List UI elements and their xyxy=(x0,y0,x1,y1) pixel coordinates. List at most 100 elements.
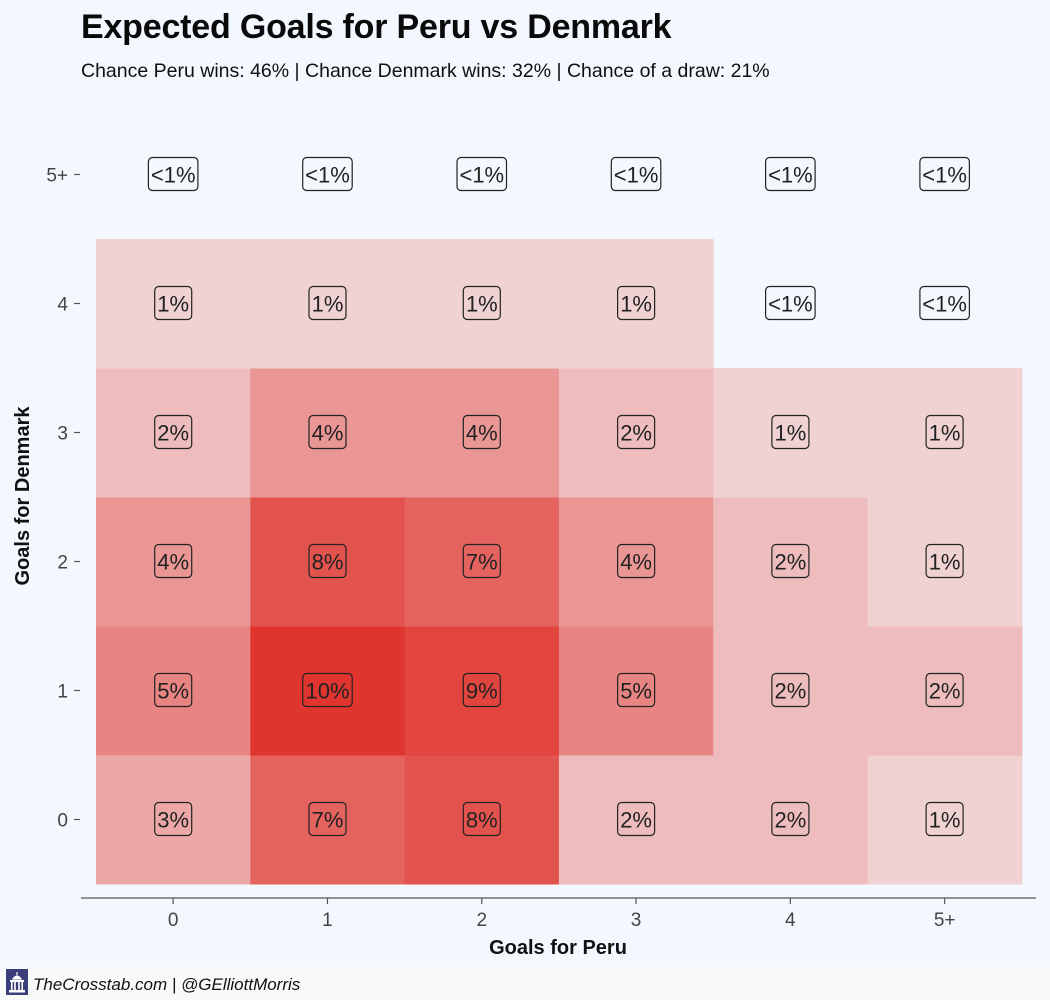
cell-label-text: 2% xyxy=(775,550,807,575)
cell-label-text: 1% xyxy=(775,421,807,446)
cell-label: 1% xyxy=(771,414,810,450)
heatmap-cell xyxy=(250,755,406,885)
y-tick-label: 0 xyxy=(57,811,68,832)
cell-label: 4% xyxy=(154,543,193,579)
heatmap-cell xyxy=(558,626,714,756)
heatmap-cell xyxy=(558,497,714,627)
cell-label-text: 9% xyxy=(466,679,498,704)
cell-label-text: 1% xyxy=(929,421,961,446)
cell-label-box xyxy=(925,414,964,450)
cell-label-text: 3% xyxy=(157,808,189,833)
cell-label-text: 1% xyxy=(929,808,961,833)
cell-label-text: 2% xyxy=(620,808,652,833)
cell-label-box xyxy=(616,414,656,450)
cell-label-text: 10% xyxy=(305,679,349,704)
x-tick-label: 0 xyxy=(168,910,179,931)
cell-label: 2% xyxy=(154,414,193,450)
heatmap-cell xyxy=(867,626,1023,756)
heatmap-cell xyxy=(558,368,714,498)
cell-label: <1% xyxy=(456,156,508,192)
y-tick-label: 5+ xyxy=(46,166,68,187)
heatmap-cell xyxy=(250,368,406,498)
cell-label-text: 4% xyxy=(312,421,344,446)
cell-label: 7% xyxy=(308,801,347,837)
cell-label-text: <1% xyxy=(922,292,967,317)
cell-label-text: <1% xyxy=(305,163,350,188)
cell-label-box xyxy=(925,543,964,579)
cell-label: 2% xyxy=(771,801,810,837)
cell-label-box xyxy=(308,414,347,450)
cell-label: 9% xyxy=(462,672,501,708)
cell-label-text: <1% xyxy=(614,163,659,188)
cell-label: <1% xyxy=(302,156,353,192)
cell-label: 4% xyxy=(462,414,501,450)
heatmap-cell xyxy=(96,626,251,756)
cell-label-box xyxy=(925,672,964,708)
cell-label-text: 7% xyxy=(312,808,344,833)
cell-label: 8% xyxy=(308,543,347,579)
heatmap-cell xyxy=(96,239,251,369)
heatmap-cell xyxy=(404,626,560,756)
cell-label-box xyxy=(456,156,508,192)
cell-label: <1% xyxy=(919,156,971,192)
cell-label-text: 2% xyxy=(775,808,807,833)
cell-label-text: 2% xyxy=(620,421,652,446)
cell-label: <1% xyxy=(764,156,816,192)
heatmap-cell xyxy=(867,497,1023,627)
cell-label-text: 1% xyxy=(620,292,652,317)
cell-label-box xyxy=(925,801,964,837)
cell-label-text: 8% xyxy=(466,808,498,833)
heatmap-chart: 3% 7% 8% 2% 2% 1% 5% 10% 9% 5% 2% 2% 4% 8% 7% 4% 2% 1% 2% 4… xyxy=(12,156,1036,959)
cell-label: 2% xyxy=(771,543,810,579)
chart-subtitle: Chance Peru wins: 46% | Chance Denmark w… xyxy=(81,60,770,82)
heatmap-cell xyxy=(250,239,406,369)
heatmap-cell xyxy=(867,755,1023,885)
cell-label-box xyxy=(771,801,810,837)
cell-label-text: 5% xyxy=(157,679,189,704)
cell-label: 5% xyxy=(154,672,193,708)
cell-label: 2% xyxy=(616,414,656,450)
cell-label-box xyxy=(154,414,193,450)
cell-label-text: 4% xyxy=(620,550,652,575)
x-tick-label: 3 xyxy=(631,910,642,931)
cell-label: 8% xyxy=(462,801,501,837)
cell-label: 10% xyxy=(302,672,353,708)
cell-label-text: 7% xyxy=(466,550,498,575)
heatmap-cell xyxy=(404,368,560,498)
heatmap-cell xyxy=(96,497,251,627)
cell-label-text: 5% xyxy=(620,679,652,704)
heatmap-cells xyxy=(96,239,1023,885)
cell-label-box xyxy=(302,156,353,192)
cell-label-box xyxy=(919,156,971,192)
heatmap-cell xyxy=(404,239,560,369)
cell-label-text: <1% xyxy=(768,292,813,317)
footer-credit: TheCrosstab.com | @GElliottMorris xyxy=(33,975,301,994)
cell-label: 1% xyxy=(616,285,656,321)
x-tick-label: 2 xyxy=(476,910,487,931)
heatmap-cell xyxy=(558,755,714,885)
cell-label-box xyxy=(302,672,353,708)
y-tick-label: 2 xyxy=(57,553,68,574)
heatmap-cell xyxy=(713,755,869,885)
cell-label-box xyxy=(616,285,656,321)
cell-label: 2% xyxy=(771,672,810,708)
cell-label-box xyxy=(616,543,656,579)
cell-label: 7% xyxy=(462,543,501,579)
heatmap-cell xyxy=(250,626,406,756)
cell-label: 1% xyxy=(925,414,964,450)
cell-label: 1% xyxy=(462,285,501,321)
cell-label-box xyxy=(919,285,971,321)
cell-label-box xyxy=(462,543,501,579)
cell-label-box xyxy=(764,285,816,321)
cell-label-text: 4% xyxy=(466,421,498,446)
cell-label: 2% xyxy=(925,672,964,708)
cell-label-box xyxy=(154,543,193,579)
cell-label-text: <1% xyxy=(768,163,813,188)
footer: TheCrosstab.com | @GElliottMorris xyxy=(0,965,1050,1000)
cell-label-text: 1% xyxy=(466,292,498,317)
cell-label-text: 2% xyxy=(157,421,189,446)
y-tick-label: 1 xyxy=(57,682,68,703)
cell-label: <1% xyxy=(610,156,662,192)
heatmap-cell xyxy=(867,368,1023,498)
y-axis-label: Goals for Denmark xyxy=(12,406,34,586)
